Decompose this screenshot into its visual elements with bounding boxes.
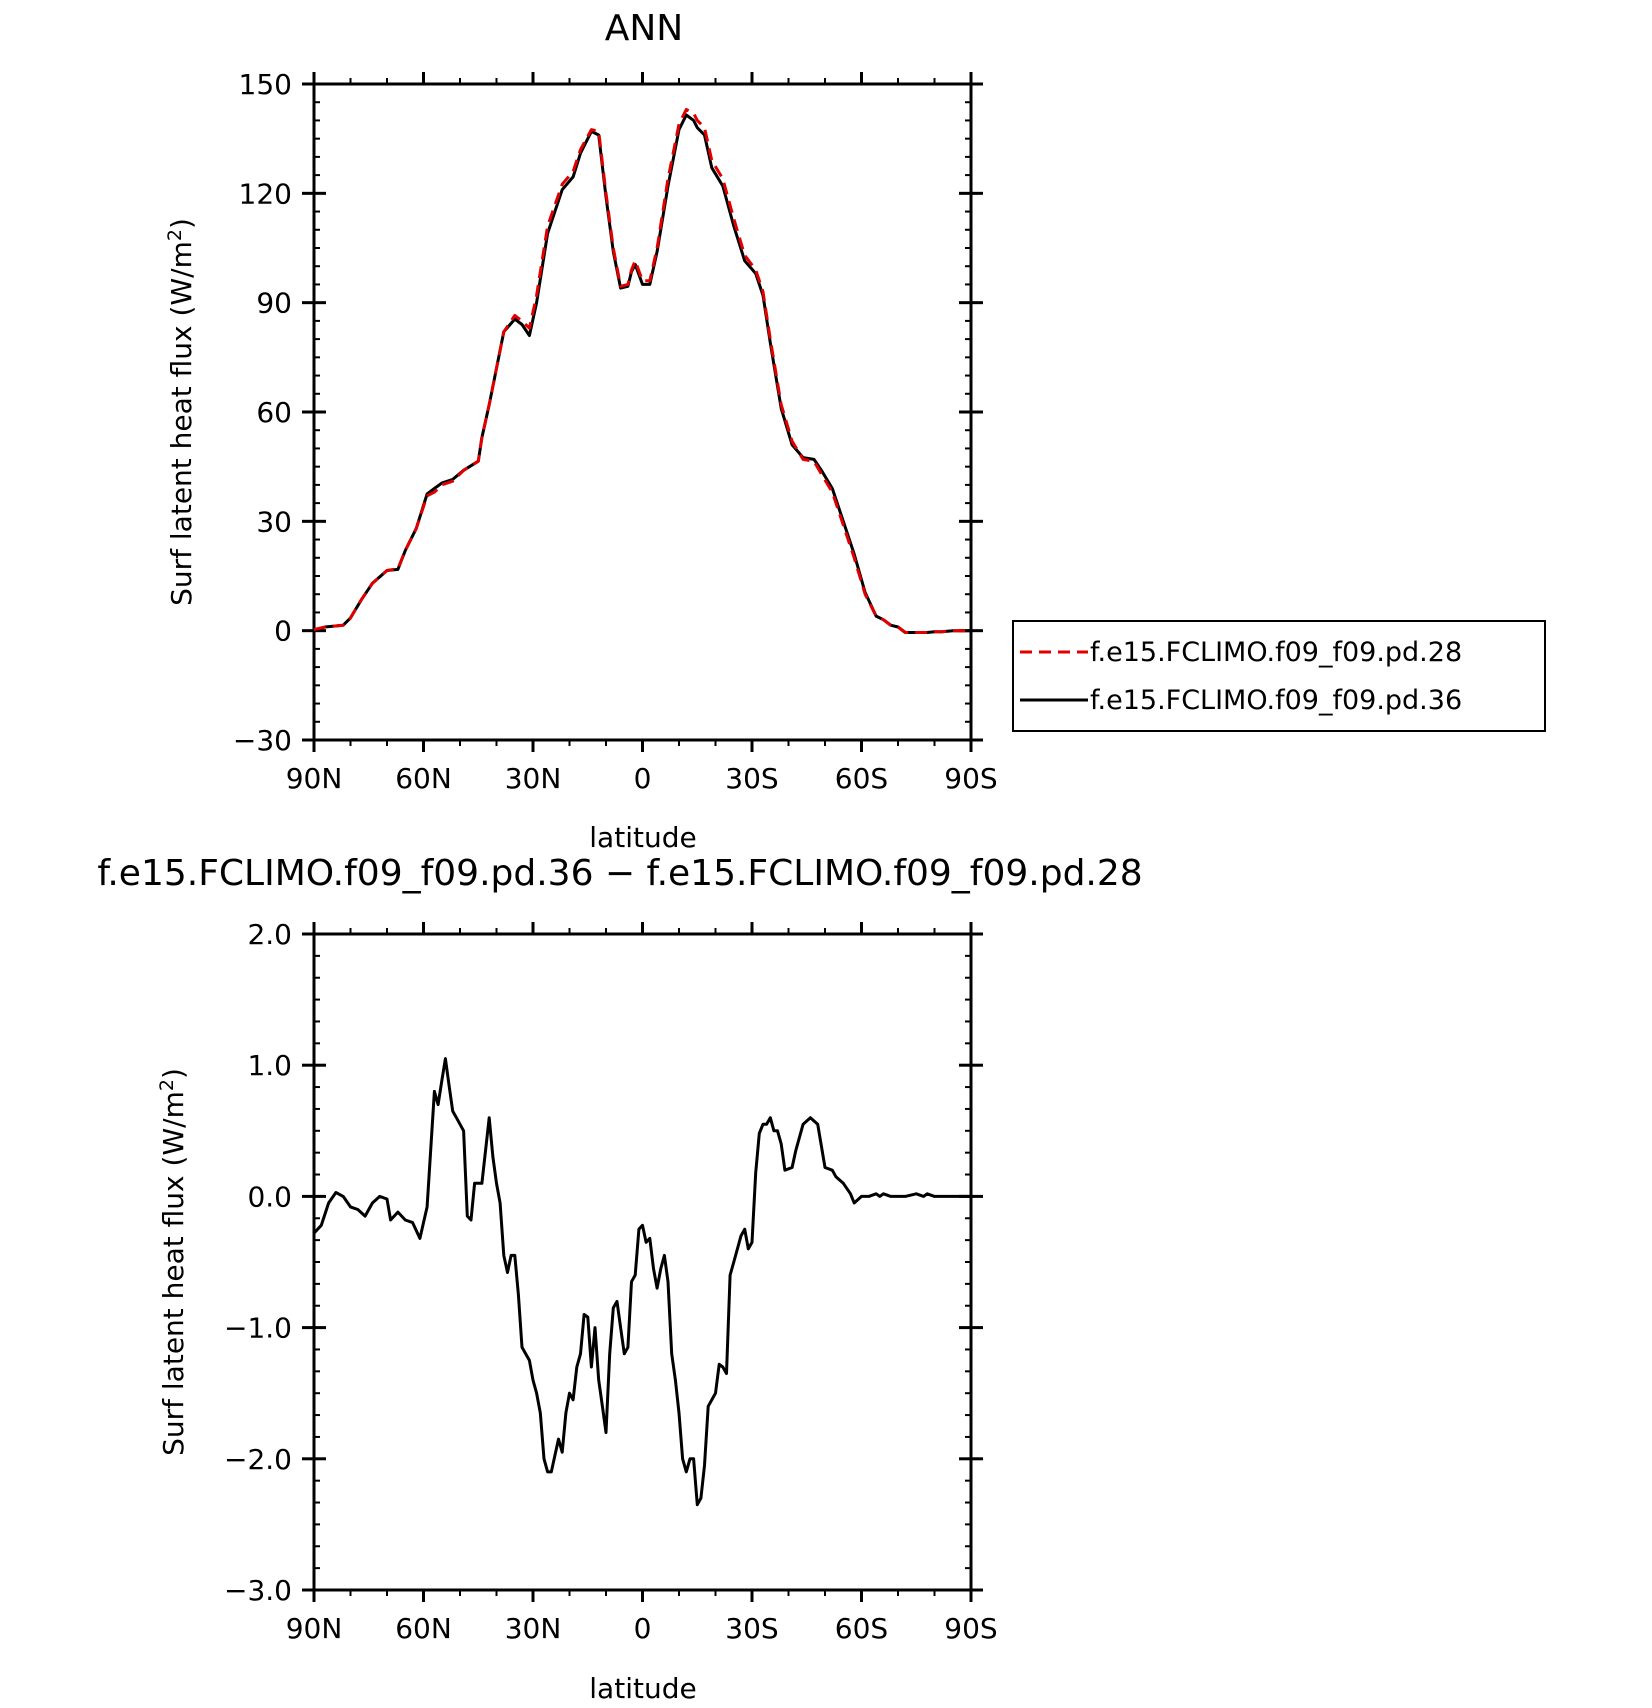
- y-tick-label: −30: [233, 724, 292, 757]
- chart-top-panel: ANN 90N 60N 30N 0 30S 60S 90S−300306090120150 …: [164, 8, 1546, 854]
- x-tick-label: 90N: [286, 1612, 343, 1645]
- y-tick-label: 90: [256, 287, 292, 320]
- plot-frame: [312, 932, 973, 1592]
- chart-bottom-panel: f.e15.FCLIMO.f09_f09.pd.36 − f.e15.FCLIM…: [97, 853, 1142, 1705]
- y-axis-label-superscript: 2: [164, 229, 186, 241]
- chart-title: ANN: [605, 8, 684, 49]
- axis-ticks: 90N 60N 30N 0 30S 60S 90S −30 0 30 60 90 120 150: [233, 68, 998, 795]
- y-tick-label: −3.0: [224, 1574, 292, 1607]
- legend-label-pd36: f.e15.FCLIMO.f09_f09.pd.36: [1090, 685, 1462, 716]
- x-tick-label: 90N: [286, 762, 343, 795]
- series-line-0: [313, 108, 971, 634]
- legend: f.e15.FCLIMO.f09_f09.pd.28 f.e15.FCLIMO.…: [1012, 620, 1546, 732]
- y-tick-label: 0.0: [247, 1180, 292, 1213]
- x-axis-label: latitude: [589, 1672, 696, 1705]
- y-tick-label: 2.0: [247, 918, 292, 951]
- x-tick-label: 90S: [944, 1612, 997, 1645]
- y-tick-label: −1.0: [224, 1312, 292, 1345]
- y-axis-label-close: ): [157, 1068, 190, 1079]
- y-tick-label: −2.0: [224, 1443, 292, 1476]
- x-tick-label: 60S: [835, 762, 888, 795]
- x-tick-label: 30N: [505, 762, 562, 795]
- x-tick-label: 60S: [835, 1612, 888, 1645]
- y-tick-label: 1.0: [247, 1049, 292, 1082]
- series-line-1: [313, 113, 971, 634]
- series-lines: [312, 1057, 971, 1507]
- y-axis-label: Surf latent heat flux (W/m2): [156, 1068, 190, 1456]
- x-tick-label: 30S: [725, 762, 778, 795]
- y-axis-label-text: Surf latent heat flux (W/m: [165, 241, 198, 606]
- legend-box: [1012, 620, 1546, 732]
- x-tick-label: 90S: [944, 762, 997, 795]
- y-tick-label: 30: [256, 505, 292, 538]
- x-tick-label: 30S: [725, 1612, 778, 1645]
- x-tick-label: 60N: [395, 1612, 452, 1645]
- y-tick-label: 150: [239, 68, 292, 101]
- y-tick-label: 120: [239, 177, 292, 210]
- y-axis-label: Surf latent heat flux (W/m2): [164, 218, 198, 606]
- y-axis-label-text: Surf latent heat flux (W/m: [157, 1091, 190, 1456]
- y-axis-label-superscript: 2: [156, 1079, 178, 1091]
- y-tick-label: 60: [256, 396, 292, 429]
- series-line-0: [312, 1057, 971, 1507]
- x-tick-label: 60N: [395, 762, 452, 795]
- x-axis-label: latitude: [589, 821, 696, 854]
- x-tick-label: 0: [634, 762, 652, 795]
- difference-chart-title: f.e15.FCLIMO.f09_f09.pd.36 − f.e15.FCLIM…: [97, 853, 1142, 894]
- axis-ticks: 90N 60N 30N 0 30S 60S 90S −3.0 −2.0 −1.0 0.0 1.0 2.0: [224, 918, 998, 1645]
- y-tick-label: 0: [274, 615, 292, 648]
- plot-frame: [312, 82, 973, 742]
- series-lines: [313, 108, 971, 634]
- y-axis-label-close: ): [165, 218, 198, 229]
- x-tick-label: 30N: [505, 1612, 562, 1645]
- x-tick-label: 0: [634, 1612, 652, 1645]
- legend-label-pd28: f.e15.FCLIMO.f09_f09.pd.28: [1090, 637, 1462, 668]
